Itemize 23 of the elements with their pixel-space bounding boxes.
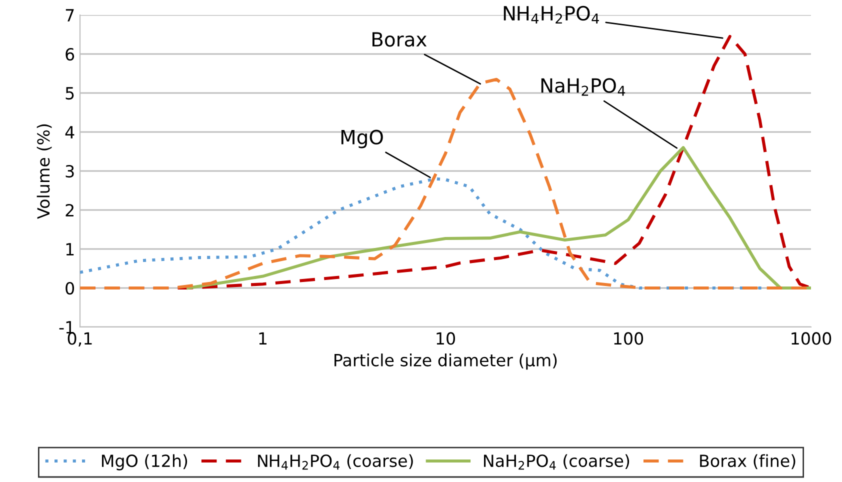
y-tick-label: 7 xyxy=(66,9,74,22)
y-tick-label: 0 xyxy=(66,282,74,295)
x-axis-title: Particle size diameter (µm) xyxy=(334,354,557,370)
annotation: Borax xyxy=(372,32,427,47)
y-tick-label: 4 xyxy=(65,126,74,138)
y-tick-label: 5 xyxy=(66,87,74,100)
x-tick-label: 10 xyxy=(436,332,455,345)
y-axis-title: Volume (%) xyxy=(36,124,52,219)
legend-label: MgO (12h) xyxy=(102,454,188,470)
x-tick-label: 1000 xyxy=(792,332,832,345)
annotation: NaH$_{2}$PO$_{4}$ xyxy=(541,78,626,96)
x-tick-label: 100 xyxy=(614,332,644,345)
y-tick-label: 2 xyxy=(66,204,74,216)
annotation: MgO xyxy=(341,130,383,148)
y-tick-label: 6 xyxy=(66,48,74,61)
annotation: NH$_{4}$H$_{2}$PO$_{4}$ xyxy=(504,6,599,24)
y-tick-label: 1 xyxy=(66,243,74,256)
legend-label: NaH$_{2}$PO$_{4}$ (coarse) xyxy=(484,454,630,470)
legend-label: NH$_{4}$H$_{2}$PO$_{4}$ (coarse) xyxy=(258,454,413,470)
y-tick-label: 3 xyxy=(66,164,74,178)
x-tick-label: 0,1 xyxy=(68,332,92,346)
x-tick-label: 1 xyxy=(259,332,267,345)
legend-label: Borax (fine) xyxy=(700,454,796,470)
